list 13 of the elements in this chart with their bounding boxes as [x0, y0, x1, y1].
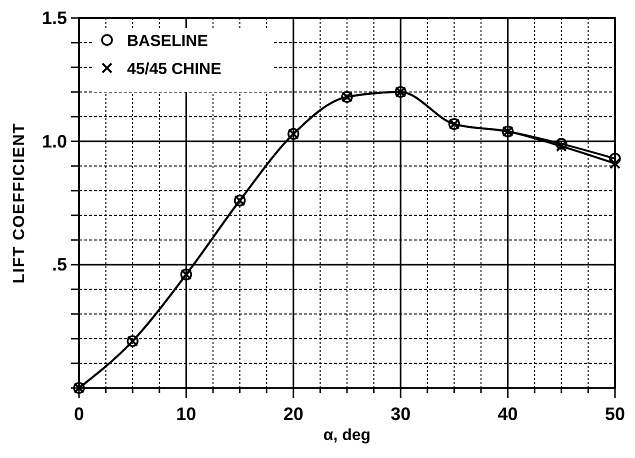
- x-tick-label: 0: [74, 404, 84, 424]
- x-tick-label: 30: [390, 404, 411, 424]
- x-tick-label: 40: [498, 404, 518, 424]
- y-tick-label: .5: [52, 254, 67, 275]
- legend-label: 45/45 CHINE: [127, 61, 222, 78]
- x-tick-label: 50: [604, 404, 626, 424]
- x-axis-title: α, deg: [323, 427, 371, 444]
- y-axis-title: LIFT COEFFICIENT: [11, 122, 28, 284]
- y-tick-label: 1.5: [42, 8, 67, 28]
- y-tick-label: 1.0: [42, 131, 67, 152]
- legend-label: BASELINE: [127, 33, 208, 50]
- x-tick-label: 20: [283, 404, 304, 424]
- x-tick-label: 10: [176, 404, 196, 424]
